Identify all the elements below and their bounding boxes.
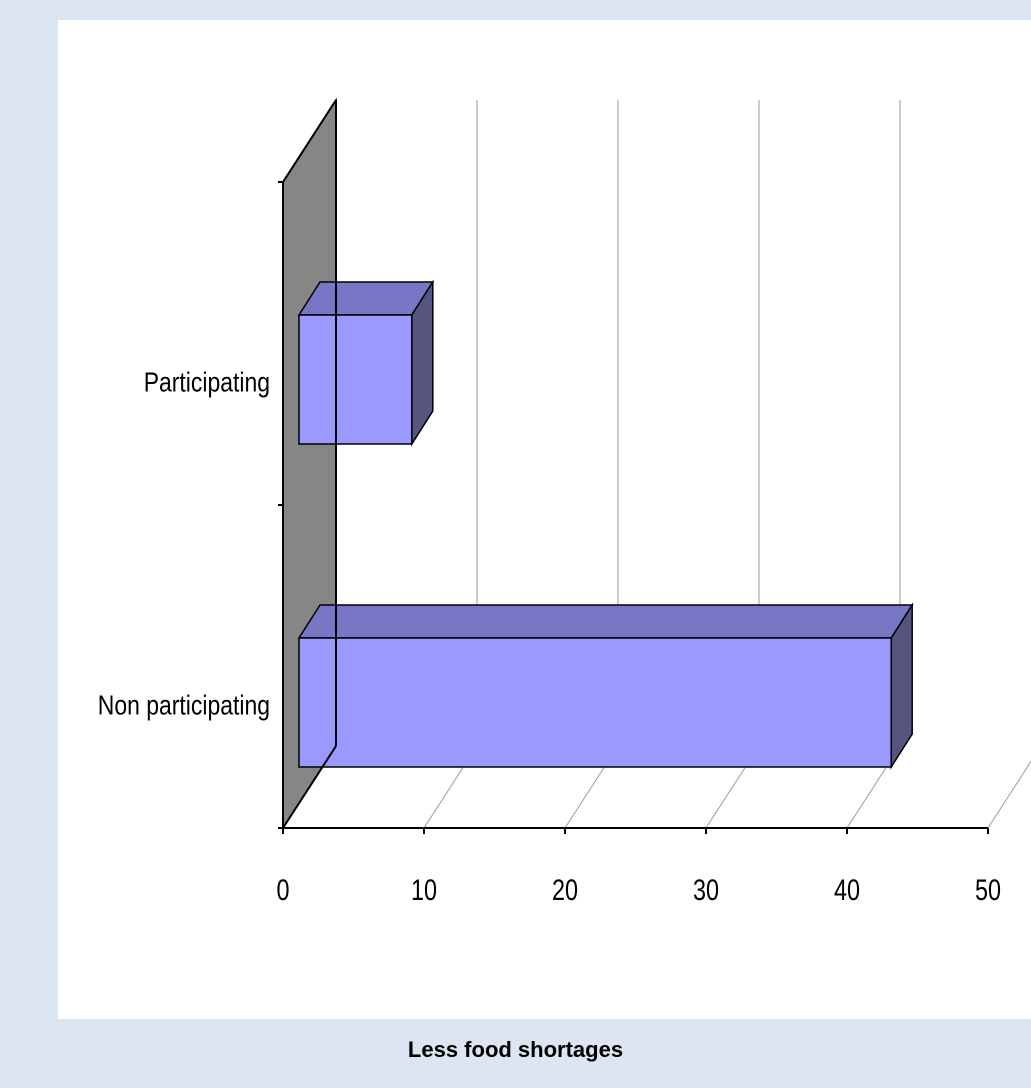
x-tick-label: 0 xyxy=(276,873,289,906)
bar-top-face xyxy=(297,281,435,316)
bar xyxy=(298,314,413,445)
x-tick-label: 20 xyxy=(552,873,578,906)
x-tick-label: 40 xyxy=(834,873,860,906)
category-label: Non participating xyxy=(98,690,270,721)
bar-chart: Participating Non participating 0 10 20 30 40 5… xyxy=(98,97,1031,907)
bar xyxy=(298,637,892,768)
floor-gridline xyxy=(987,760,1031,829)
x-axis-label: Less food shortages xyxy=(407,1037,624,1062)
wall-bottom-edge xyxy=(282,745,337,829)
wall-top-edge xyxy=(282,99,337,183)
x-tick-label: 50 xyxy=(975,873,1001,906)
x-tick-label: 10 xyxy=(411,873,437,906)
chart-panel xyxy=(58,20,1031,1019)
category-label: Participating xyxy=(144,367,270,398)
bar-top-face xyxy=(297,604,914,639)
x-tick-label: 30 xyxy=(693,873,719,906)
